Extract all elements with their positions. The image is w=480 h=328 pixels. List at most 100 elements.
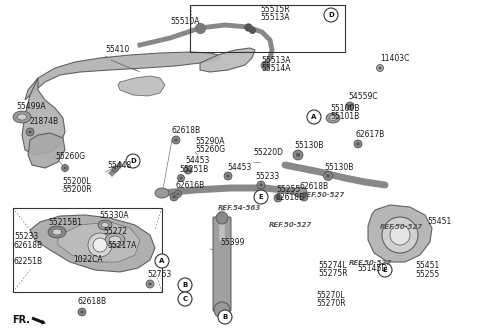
Circle shape bbox=[300, 193, 308, 201]
Circle shape bbox=[178, 278, 192, 292]
Circle shape bbox=[177, 193, 180, 195]
Text: 55100B: 55100B bbox=[330, 104, 360, 113]
Circle shape bbox=[346, 102, 354, 110]
Circle shape bbox=[114, 168, 116, 170]
Text: 55410: 55410 bbox=[105, 45, 129, 54]
Circle shape bbox=[224, 172, 232, 180]
Circle shape bbox=[88, 233, 112, 257]
Text: 54453: 54453 bbox=[227, 163, 252, 172]
Text: 55233: 55233 bbox=[255, 172, 279, 181]
Circle shape bbox=[180, 176, 182, 179]
Circle shape bbox=[218, 310, 232, 324]
Polygon shape bbox=[28, 133, 65, 168]
Circle shape bbox=[293, 150, 303, 160]
Circle shape bbox=[302, 195, 306, 198]
Circle shape bbox=[28, 131, 32, 133]
Text: 55515R: 55515R bbox=[260, 5, 289, 14]
Ellipse shape bbox=[98, 220, 112, 230]
Text: 55514A: 55514A bbox=[261, 64, 290, 73]
Text: REF.50-527: REF.50-527 bbox=[349, 260, 392, 266]
Ellipse shape bbox=[155, 188, 169, 198]
Circle shape bbox=[324, 8, 338, 22]
Circle shape bbox=[214, 302, 230, 318]
Circle shape bbox=[354, 140, 362, 148]
Circle shape bbox=[376, 65, 384, 72]
Text: 55399: 55399 bbox=[220, 238, 244, 247]
Circle shape bbox=[259, 183, 263, 187]
Polygon shape bbox=[22, 78, 65, 155]
Circle shape bbox=[216, 212, 228, 224]
Text: 55274L: 55274L bbox=[318, 261, 347, 270]
Circle shape bbox=[148, 282, 152, 286]
Circle shape bbox=[379, 67, 382, 70]
Text: 54559C: 54559C bbox=[348, 92, 378, 101]
Text: 55448: 55448 bbox=[107, 161, 131, 170]
Circle shape bbox=[257, 181, 265, 189]
Circle shape bbox=[26, 128, 34, 136]
Text: REF.50-527: REF.50-527 bbox=[269, 222, 312, 228]
Circle shape bbox=[276, 196, 279, 200]
Ellipse shape bbox=[326, 113, 340, 123]
Polygon shape bbox=[25, 52, 220, 100]
Circle shape bbox=[254, 190, 268, 204]
Circle shape bbox=[326, 174, 330, 178]
Polygon shape bbox=[30, 215, 155, 272]
Text: REF.54-563: REF.54-563 bbox=[218, 205, 261, 211]
Circle shape bbox=[126, 154, 140, 168]
Ellipse shape bbox=[109, 236, 121, 244]
Circle shape bbox=[296, 153, 300, 157]
Text: 55255: 55255 bbox=[276, 185, 300, 194]
Circle shape bbox=[227, 174, 229, 177]
Text: REF.50-527: REF.50-527 bbox=[302, 192, 345, 198]
Bar bbox=[13, 208, 162, 292]
Ellipse shape bbox=[293, 187, 307, 197]
Text: 55130B: 55130B bbox=[324, 163, 353, 172]
Ellipse shape bbox=[17, 114, 26, 120]
Bar bbox=[190, 5, 345, 52]
Text: 55451: 55451 bbox=[415, 261, 439, 270]
Circle shape bbox=[63, 167, 66, 169]
Circle shape bbox=[93, 238, 107, 252]
Circle shape bbox=[390, 225, 410, 245]
Text: 62618B: 62618B bbox=[172, 126, 201, 135]
Circle shape bbox=[274, 194, 282, 202]
Text: D: D bbox=[130, 158, 136, 164]
Text: FR.: FR. bbox=[12, 315, 30, 325]
Circle shape bbox=[307, 110, 321, 124]
Text: E: E bbox=[383, 267, 387, 273]
Text: 1022CA: 1022CA bbox=[73, 255, 103, 264]
Polygon shape bbox=[200, 48, 255, 72]
Circle shape bbox=[112, 166, 118, 172]
Text: A: A bbox=[312, 114, 317, 120]
Ellipse shape bbox=[101, 222, 108, 228]
Text: 55251B: 55251B bbox=[179, 165, 208, 174]
Circle shape bbox=[378, 263, 392, 277]
FancyArrow shape bbox=[32, 317, 46, 324]
Text: 55130B: 55130B bbox=[294, 141, 324, 150]
Text: 55200R: 55200R bbox=[62, 185, 92, 194]
Text: 55513A: 55513A bbox=[261, 56, 290, 65]
Text: E: E bbox=[259, 194, 264, 200]
Ellipse shape bbox=[105, 233, 125, 247]
Text: 62251B: 62251B bbox=[14, 257, 43, 266]
Circle shape bbox=[324, 172, 333, 180]
Text: D: D bbox=[328, 12, 334, 18]
Circle shape bbox=[170, 193, 178, 201]
Text: 55272: 55272 bbox=[103, 227, 127, 236]
Circle shape bbox=[348, 104, 351, 108]
Text: 55330A: 55330A bbox=[99, 211, 129, 220]
Text: REF.50-527: REF.50-527 bbox=[380, 224, 423, 230]
Circle shape bbox=[356, 142, 360, 146]
Text: 55101B: 55101B bbox=[330, 112, 359, 121]
Text: 62618B: 62618B bbox=[14, 241, 43, 250]
Circle shape bbox=[172, 136, 180, 144]
Text: 55451: 55451 bbox=[427, 217, 451, 226]
Polygon shape bbox=[118, 76, 165, 96]
Text: B: B bbox=[182, 282, 188, 288]
Ellipse shape bbox=[13, 111, 31, 123]
Polygon shape bbox=[368, 205, 432, 262]
Text: 55510A: 55510A bbox=[170, 17, 200, 26]
Polygon shape bbox=[58, 222, 140, 262]
Text: 55233: 55233 bbox=[14, 232, 38, 241]
Text: 55215B1: 55215B1 bbox=[48, 218, 82, 227]
